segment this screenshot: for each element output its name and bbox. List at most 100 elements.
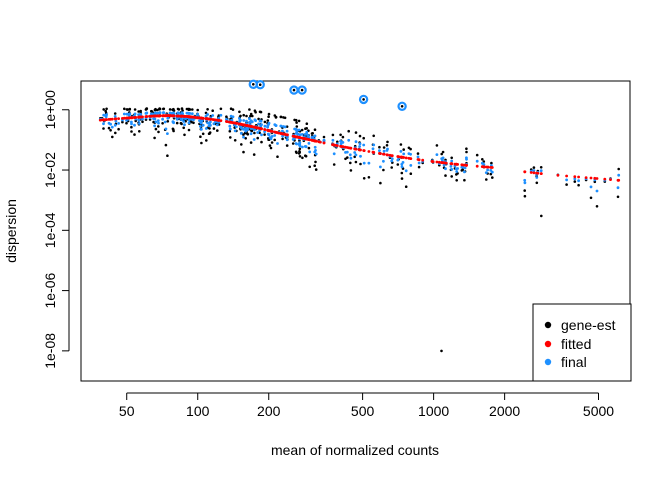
final-point <box>523 178 527 182</box>
fitted-point <box>435 160 439 164</box>
final-point <box>486 168 489 172</box>
fitted-point <box>317 140 321 144</box>
final-point <box>358 142 362 146</box>
final-point <box>233 129 237 133</box>
fitted-point <box>200 116 204 120</box>
final-point <box>382 149 386 153</box>
final-point <box>209 120 212 124</box>
gene-est-point <box>573 180 577 183</box>
gene-est-point <box>417 165 421 169</box>
final-point <box>153 124 157 128</box>
outlier-ring <box>397 101 407 112</box>
fitted-point <box>274 131 278 134</box>
gene-est-point <box>279 115 283 119</box>
gene-est-point <box>455 179 459 182</box>
gene-est-point <box>489 172 493 176</box>
final-point <box>400 162 404 166</box>
fitted-point <box>215 118 219 122</box>
final-point <box>228 124 232 128</box>
final-point <box>199 125 202 128</box>
gene-est-point <box>250 129 254 133</box>
gene-est-point <box>139 109 142 113</box>
final-point <box>225 117 228 121</box>
final-point <box>247 121 251 124</box>
fitted-point <box>430 160 434 163</box>
gene-est-point <box>407 146 411 150</box>
gene-est-point <box>238 110 241 114</box>
fitted-point <box>225 120 228 123</box>
gene-est-point <box>153 108 157 112</box>
gene-est-point <box>128 107 132 111</box>
final-point <box>359 154 362 158</box>
fitted-point <box>243 123 247 127</box>
gene-est-point <box>274 115 278 119</box>
y-tick-label: 1e-02 <box>42 152 58 188</box>
final-point <box>228 127 232 131</box>
gene-est-point <box>244 137 247 140</box>
gene-est-point <box>242 150 245 154</box>
fitted-point <box>437 160 441 164</box>
gene-est-point <box>270 141 274 144</box>
fitted-point <box>372 151 376 154</box>
gene-est-point <box>465 147 468 150</box>
gene-est-point <box>111 135 114 139</box>
gene-est-point <box>138 130 141 133</box>
gene-est-point <box>399 143 403 146</box>
final-point <box>313 145 317 149</box>
final-point <box>204 114 208 118</box>
final-point <box>105 113 108 117</box>
gene-est-point <box>171 127 175 131</box>
gene-est-point <box>102 108 105 111</box>
final-point <box>450 168 454 171</box>
outlier-point <box>292 88 296 92</box>
fitted-point <box>164 114 168 118</box>
gene-est-point <box>386 140 389 144</box>
outlier-points <box>248 79 407 112</box>
x-axis: 50 100 200 500 1000 2000 5000 <box>119 392 614 419</box>
fitted-point <box>490 166 493 169</box>
outlier-point <box>252 83 255 86</box>
gene-est-point <box>239 114 242 118</box>
fitted-point <box>460 163 464 167</box>
gene-est-point <box>180 107 184 110</box>
outlier-ring <box>297 85 307 95</box>
final-point <box>260 123 263 126</box>
final-point <box>145 111 149 115</box>
final-point <box>382 159 385 163</box>
y-tick-label: 1e+00 <box>42 90 58 130</box>
gene-est-point <box>372 134 376 138</box>
gene-est-point <box>396 163 400 166</box>
gene-est-point <box>267 138 270 141</box>
final-point <box>535 176 539 179</box>
gene-est-point <box>346 156 349 159</box>
fitted-point <box>390 154 394 158</box>
final-point <box>200 119 204 123</box>
final-point <box>281 129 284 133</box>
gene-est-point <box>295 125 299 128</box>
final-point <box>157 121 160 125</box>
final-point <box>245 119 248 123</box>
final-point <box>166 132 169 136</box>
fitted-point <box>235 122 239 125</box>
gene-est-point <box>200 141 203 145</box>
final-point <box>235 125 238 129</box>
gene-est-point <box>229 107 233 110</box>
final-point <box>172 112 176 115</box>
final-point <box>182 120 186 123</box>
fitted-point <box>179 114 183 118</box>
fitted-point <box>172 114 176 118</box>
final-point <box>139 112 143 116</box>
fitted-point <box>556 173 560 177</box>
final-point <box>616 186 620 190</box>
final-point <box>348 153 352 157</box>
gene-est-point <box>291 142 295 145</box>
gene-est-point <box>133 133 136 136</box>
gene-est-point <box>161 122 164 125</box>
fitted-point <box>475 164 479 168</box>
gene-est-point <box>441 150 445 154</box>
outlier-ring <box>358 94 369 105</box>
fitted-point <box>133 116 137 119</box>
gene-est-point <box>130 125 133 129</box>
gene-est-point <box>444 174 447 177</box>
fitted-point <box>416 158 420 161</box>
